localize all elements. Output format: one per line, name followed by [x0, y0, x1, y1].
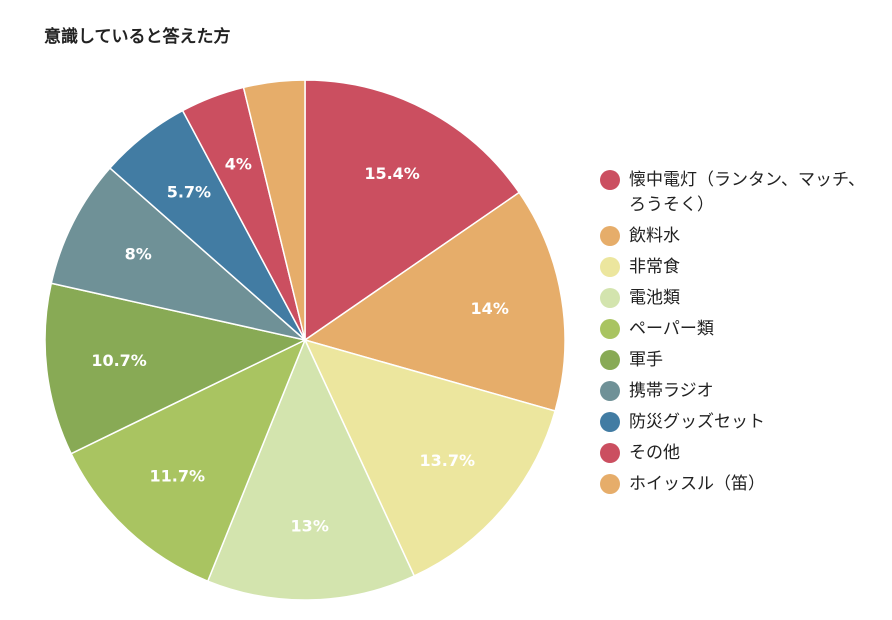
legend-label: ペーパー類	[629, 319, 714, 339]
pie-slice-6	[50, 167, 306, 341]
legend-item-8: その他	[600, 441, 880, 466]
slice-label-6: 8%	[125, 245, 152, 264]
slice-label-2: 13.7%	[420, 451, 476, 470]
legend-item-2: 非常食	[600, 255, 880, 280]
legend-swatch	[600, 412, 620, 432]
legend-swatch	[600, 257, 620, 277]
slice-label-3: 13%	[291, 517, 329, 536]
slice-label-1: 14%	[471, 299, 509, 318]
legend-label: その他	[629, 443, 680, 463]
legend-label: ホイッスル（笛）	[629, 474, 765, 494]
legend-swatch	[600, 319, 620, 339]
slice-label-0: 15.4%	[364, 164, 420, 183]
pie-slice-1	[303, 191, 566, 412]
legend-item-0: 懐中電灯（ランタン、マッチ、ろうそく）	[600, 168, 880, 218]
slice-label-7: 5.7%	[167, 183, 211, 202]
legend: 懐中電灯（ランタン、マッチ、ろうそく） 飲料水非常食電池類ペーパー類軍手携帯ラジオ…	[600, 168, 880, 503]
pie-slice-4	[70, 338, 307, 583]
legend-item-9: ホイッスル（笛）	[600, 472, 880, 497]
legend-swatch	[600, 474, 620, 494]
legend-item-6: 携帯ラジオ	[600, 379, 880, 404]
slice-label-4: 11.7%	[150, 466, 206, 485]
pie-slice-3	[206, 338, 416, 601]
legend-label: 懐中電灯（ランタン、マッチ、ろうそく）	[629, 170, 865, 215]
pie-slice-2	[303, 338, 557, 577]
legend-item-4: ペーパー類	[600, 317, 880, 342]
legend-label: 携帯ラジオ	[629, 381, 714, 401]
legend-label: 非常食	[629, 257, 680, 277]
legend-item-5: 軍手	[600, 348, 880, 373]
legend-item-7: 防災グッズセット	[600, 410, 880, 435]
legend-label: 電池類	[629, 288, 680, 308]
legend-item-1: 飲料水	[600, 224, 880, 249]
legend-swatch	[600, 288, 620, 308]
legend-swatch	[600, 350, 620, 370]
legend-label: 飲料水	[629, 226, 680, 246]
legend-swatch	[600, 381, 620, 401]
chart-title: 意識していると答えた方	[44, 27, 231, 47]
legend-item-3: 電池類	[600, 286, 880, 311]
legend-label: 防災グッズセット	[629, 412, 765, 432]
slice-label-8: 4%	[225, 155, 252, 174]
legend-swatch	[600, 226, 620, 246]
pie-slice-9	[242, 79, 306, 341]
slice-label-5: 10.7%	[91, 351, 147, 370]
legend-label: 軍手	[629, 350, 663, 370]
legend-swatch	[600, 443, 620, 463]
legend-swatch	[600, 170, 620, 190]
pie-slice-0	[304, 79, 521, 342]
